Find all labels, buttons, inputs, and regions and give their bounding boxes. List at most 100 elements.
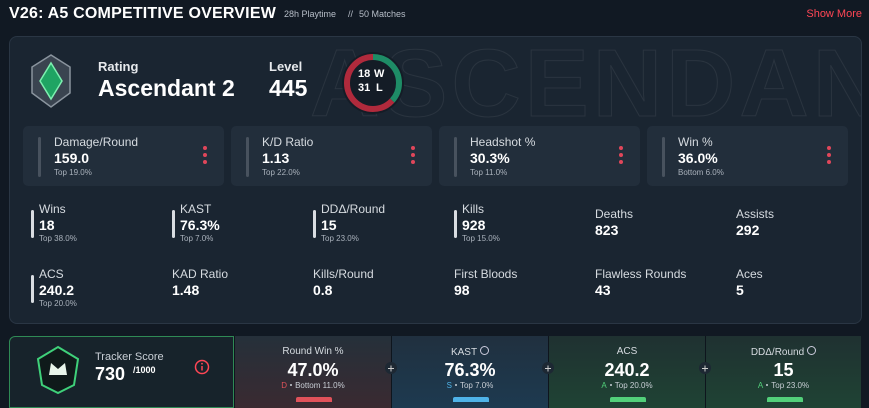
stat-value: 1.48 bbox=[172, 282, 200, 298]
stat-rank: Top 20.0% bbox=[39, 299, 77, 308]
menu-button[interactable] bbox=[203, 146, 207, 150]
rank-bar bbox=[454, 137, 457, 177]
stat-label: Aces bbox=[736, 267, 763, 281]
highlight-label-text: DDΔ/Round bbox=[750, 347, 805, 358]
tracker-info-icon bbox=[194, 359, 210, 375]
stat-value: 43 bbox=[595, 282, 611, 298]
stat-label: First Bloods bbox=[454, 267, 518, 281]
highlight-value: 240.2 bbox=[604, 360, 650, 380]
stat-rank: Top 23.0% bbox=[321, 234, 359, 243]
grade: S bbox=[446, 381, 452, 390]
rank-bar bbox=[662, 137, 665, 177]
grade: A bbox=[601, 381, 607, 390]
highlight-label: DDΔ/Round bbox=[706, 346, 861, 358]
stat-label: KAST bbox=[180, 202, 212, 216]
highlight-value: 76.3% bbox=[444, 360, 496, 380]
grade-dot bbox=[766, 384, 769, 386]
win-loss-ring bbox=[342, 52, 404, 114]
add-button[interactable] bbox=[542, 362, 554, 374]
add-button[interactable] bbox=[699, 362, 711, 374]
stat-rank: Top 22.0% bbox=[262, 168, 300, 177]
stat-value: 823 bbox=[595, 222, 619, 238]
stat-value: 240.2 bbox=[39, 282, 75, 298]
stat-card: K/D Ratio 1.13 Top 22.0% bbox=[231, 126, 432, 186]
grade-tab bbox=[609, 397, 646, 402]
level-label: Level bbox=[269, 59, 303, 74]
emblem-gem bbox=[39, 61, 63, 101]
highlight-value: 47.0% bbox=[287, 360, 339, 380]
highlight-label-text: ACS bbox=[616, 346, 638, 357]
stat-label: DDΔ/Round bbox=[321, 202, 386, 216]
stat-label: ACS bbox=[39, 267, 64, 281]
grade-dot bbox=[609, 384, 612, 386]
tracker-panel: Tracker Score 730/1000 bbox=[9, 336, 234, 408]
rank-text: Top 7.0% bbox=[459, 381, 494, 390]
stat-label: KAD Ratio bbox=[172, 267, 229, 281]
stat-card: Win % 36.0% Bottom 6.0% bbox=[647, 126, 848, 186]
info-icon[interactable] bbox=[480, 346, 490, 355]
page-title: V26: A5 COMPETITIVE OVERVIEW bbox=[9, 5, 276, 22]
highlight-rank: S Top 7.0% bbox=[392, 381, 548, 390]
stat-value: 98 bbox=[454, 282, 470, 298]
rank-text: Top 23.0% bbox=[771, 381, 810, 390]
stat-value: 0.8 bbox=[313, 282, 333, 298]
highlight-panel: DDΔ/Round 15 A Top 23.0% bbox=[705, 336, 861, 408]
stat-label: Kills/Round bbox=[313, 267, 374, 281]
tracker-score: 730 bbox=[95, 364, 126, 384]
rating: Ascendant 2 bbox=[98, 75, 235, 101]
losses-suffix: L bbox=[376, 82, 383, 94]
stat-rank: Top 19.0% bbox=[54, 168, 92, 177]
grade: A bbox=[757, 381, 764, 390]
stat-rank: Top 11.0% bbox=[470, 168, 508, 177]
rank-bar bbox=[31, 210, 34, 238]
grade-tab bbox=[766, 397, 803, 402]
highlight-panel: KAST 76.3% S Top 7.0% bbox=[391, 336, 548, 408]
stat-value: 5 bbox=[736, 282, 744, 298]
info-icon[interactable] bbox=[807, 346, 817, 355]
stat-label: Deaths bbox=[595, 207, 634, 221]
stat-rank: Top 38.0% bbox=[39, 234, 77, 243]
tracker-label: Tracker Score bbox=[95, 351, 164, 363]
stat-value: 928 bbox=[462, 217, 486, 233]
highlight-panel: ACS 240.2 A Top 20.0% bbox=[548, 336, 705, 408]
stat-value: 30.3% bbox=[470, 150, 510, 166]
losses: 31 bbox=[358, 82, 371, 94]
highlight-value: 15 bbox=[773, 360, 794, 380]
stat-label: Kills bbox=[462, 202, 485, 216]
menu-button[interactable] bbox=[619, 146, 623, 150]
stat-rank: Top 15.0% bbox=[462, 234, 500, 243]
stat-rank: Top 7.0% bbox=[180, 234, 214, 243]
rank-emblem bbox=[31, 54, 71, 108]
stat-label: Headshot % bbox=[470, 135, 536, 149]
stat-label: Win % bbox=[678, 135, 713, 149]
stat-card: Damage/Round 159.0 Top 19.0% bbox=[23, 126, 224, 186]
info-dot bbox=[201, 362, 203, 365]
grade-tab bbox=[295, 397, 332, 402]
stat-label: K/D Ratio bbox=[262, 135, 314, 149]
highlight-rank: A Top 20.0% bbox=[549, 381, 705, 390]
matches: 50 Matches bbox=[359, 9, 406, 19]
rank-bar bbox=[246, 137, 249, 177]
grade-dot bbox=[454, 384, 457, 386]
add-button[interactable] bbox=[385, 362, 397, 374]
stat-value: 76.3% bbox=[180, 217, 220, 233]
separator: // bbox=[348, 9, 354, 19]
highlight-label: KAST bbox=[392, 346, 548, 358]
stat-label: Assists bbox=[736, 207, 775, 221]
stat-value: 36.0% bbox=[678, 150, 718, 166]
rank-text: Top 20.0% bbox=[614, 381, 653, 390]
menu-button[interactable] bbox=[411, 146, 415, 150]
grade-dot bbox=[290, 384, 293, 386]
stat-value: 15 bbox=[321, 217, 337, 233]
stat-value: 1.13 bbox=[262, 150, 290, 166]
highlight-label: Round Win % bbox=[235, 346, 391, 357]
stat-label: Flawless Rounds bbox=[595, 267, 687, 281]
highlight-label-text: KAST bbox=[450, 347, 478, 358]
rank-bar bbox=[454, 210, 457, 238]
ring-bg bbox=[342, 52, 404, 114]
tracker-crown bbox=[49, 363, 67, 375]
stat-rank: Bottom 6.0% bbox=[678, 168, 724, 177]
show-more[interactable]: Show More bbox=[806, 8, 862, 20]
menu-button[interactable] bbox=[827, 146, 831, 150]
